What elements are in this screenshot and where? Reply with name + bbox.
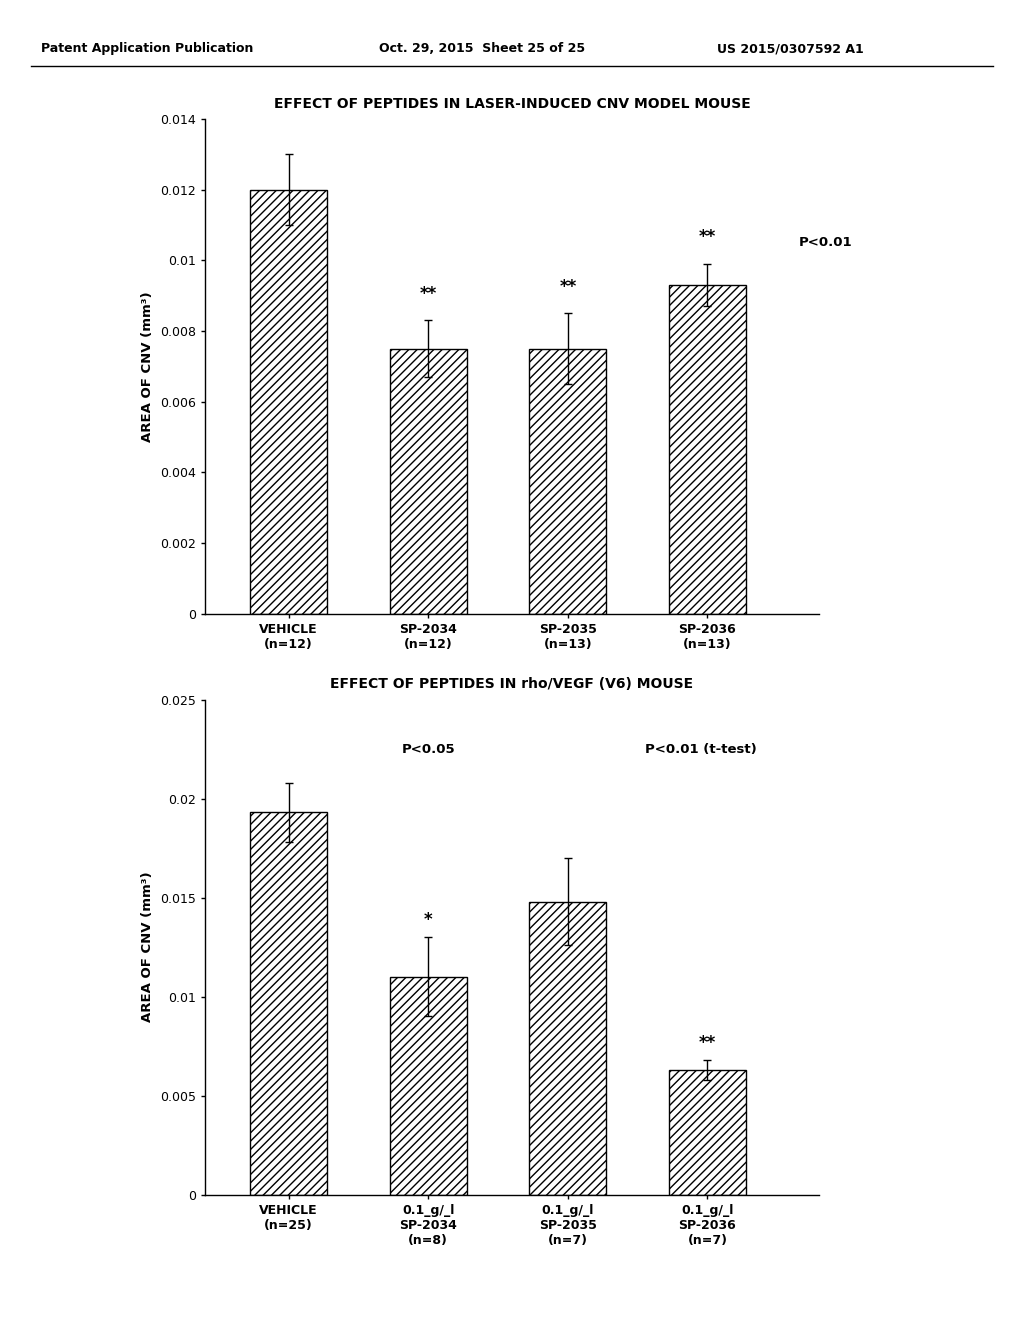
Text: **: **: [698, 1034, 716, 1052]
Text: P<0.01 (t-test): P<0.01 (t-test): [645, 743, 757, 755]
Text: **: **: [559, 277, 577, 296]
Text: Oct. 29, 2015  Sheet 25 of 25: Oct. 29, 2015 Sheet 25 of 25: [379, 42, 585, 55]
Bar: [529, 902, 606, 1195]
Bar: [669, 1069, 745, 1195]
Text: *: *: [424, 911, 432, 929]
Text: Patent Application Publication: Patent Application Publication: [41, 42, 253, 55]
Bar: [250, 812, 327, 1195]
Bar: [669, 285, 745, 614]
Title: EFFECT OF PEPTIDES IN rho/VEGF (V6) MOUSE: EFFECT OF PEPTIDES IN rho/VEGF (V6) MOUS…: [331, 677, 693, 692]
Bar: [529, 348, 606, 614]
Bar: [250, 190, 327, 614]
Text: **: **: [698, 228, 716, 246]
Text: P<0.05: P<0.05: [401, 743, 455, 755]
Y-axis label: AREA OF CNV (mm³): AREA OF CNV (mm³): [141, 871, 155, 1023]
Text: P<0.01: P<0.01: [799, 236, 852, 249]
Text: FIG. 27A: FIG. 27A: [469, 713, 555, 731]
Bar: [390, 348, 467, 614]
Y-axis label: AREA OF CNV (mm³): AREA OF CNV (mm³): [141, 290, 155, 442]
Title: EFFECT OF PEPTIDES IN LASER-INDUCED CNV MODEL MOUSE: EFFECT OF PEPTIDES IN LASER-INDUCED CNV …: [273, 96, 751, 111]
Text: **: **: [420, 285, 437, 302]
Text: US 2015/0307592 A1: US 2015/0307592 A1: [717, 42, 863, 55]
Bar: [390, 977, 467, 1195]
